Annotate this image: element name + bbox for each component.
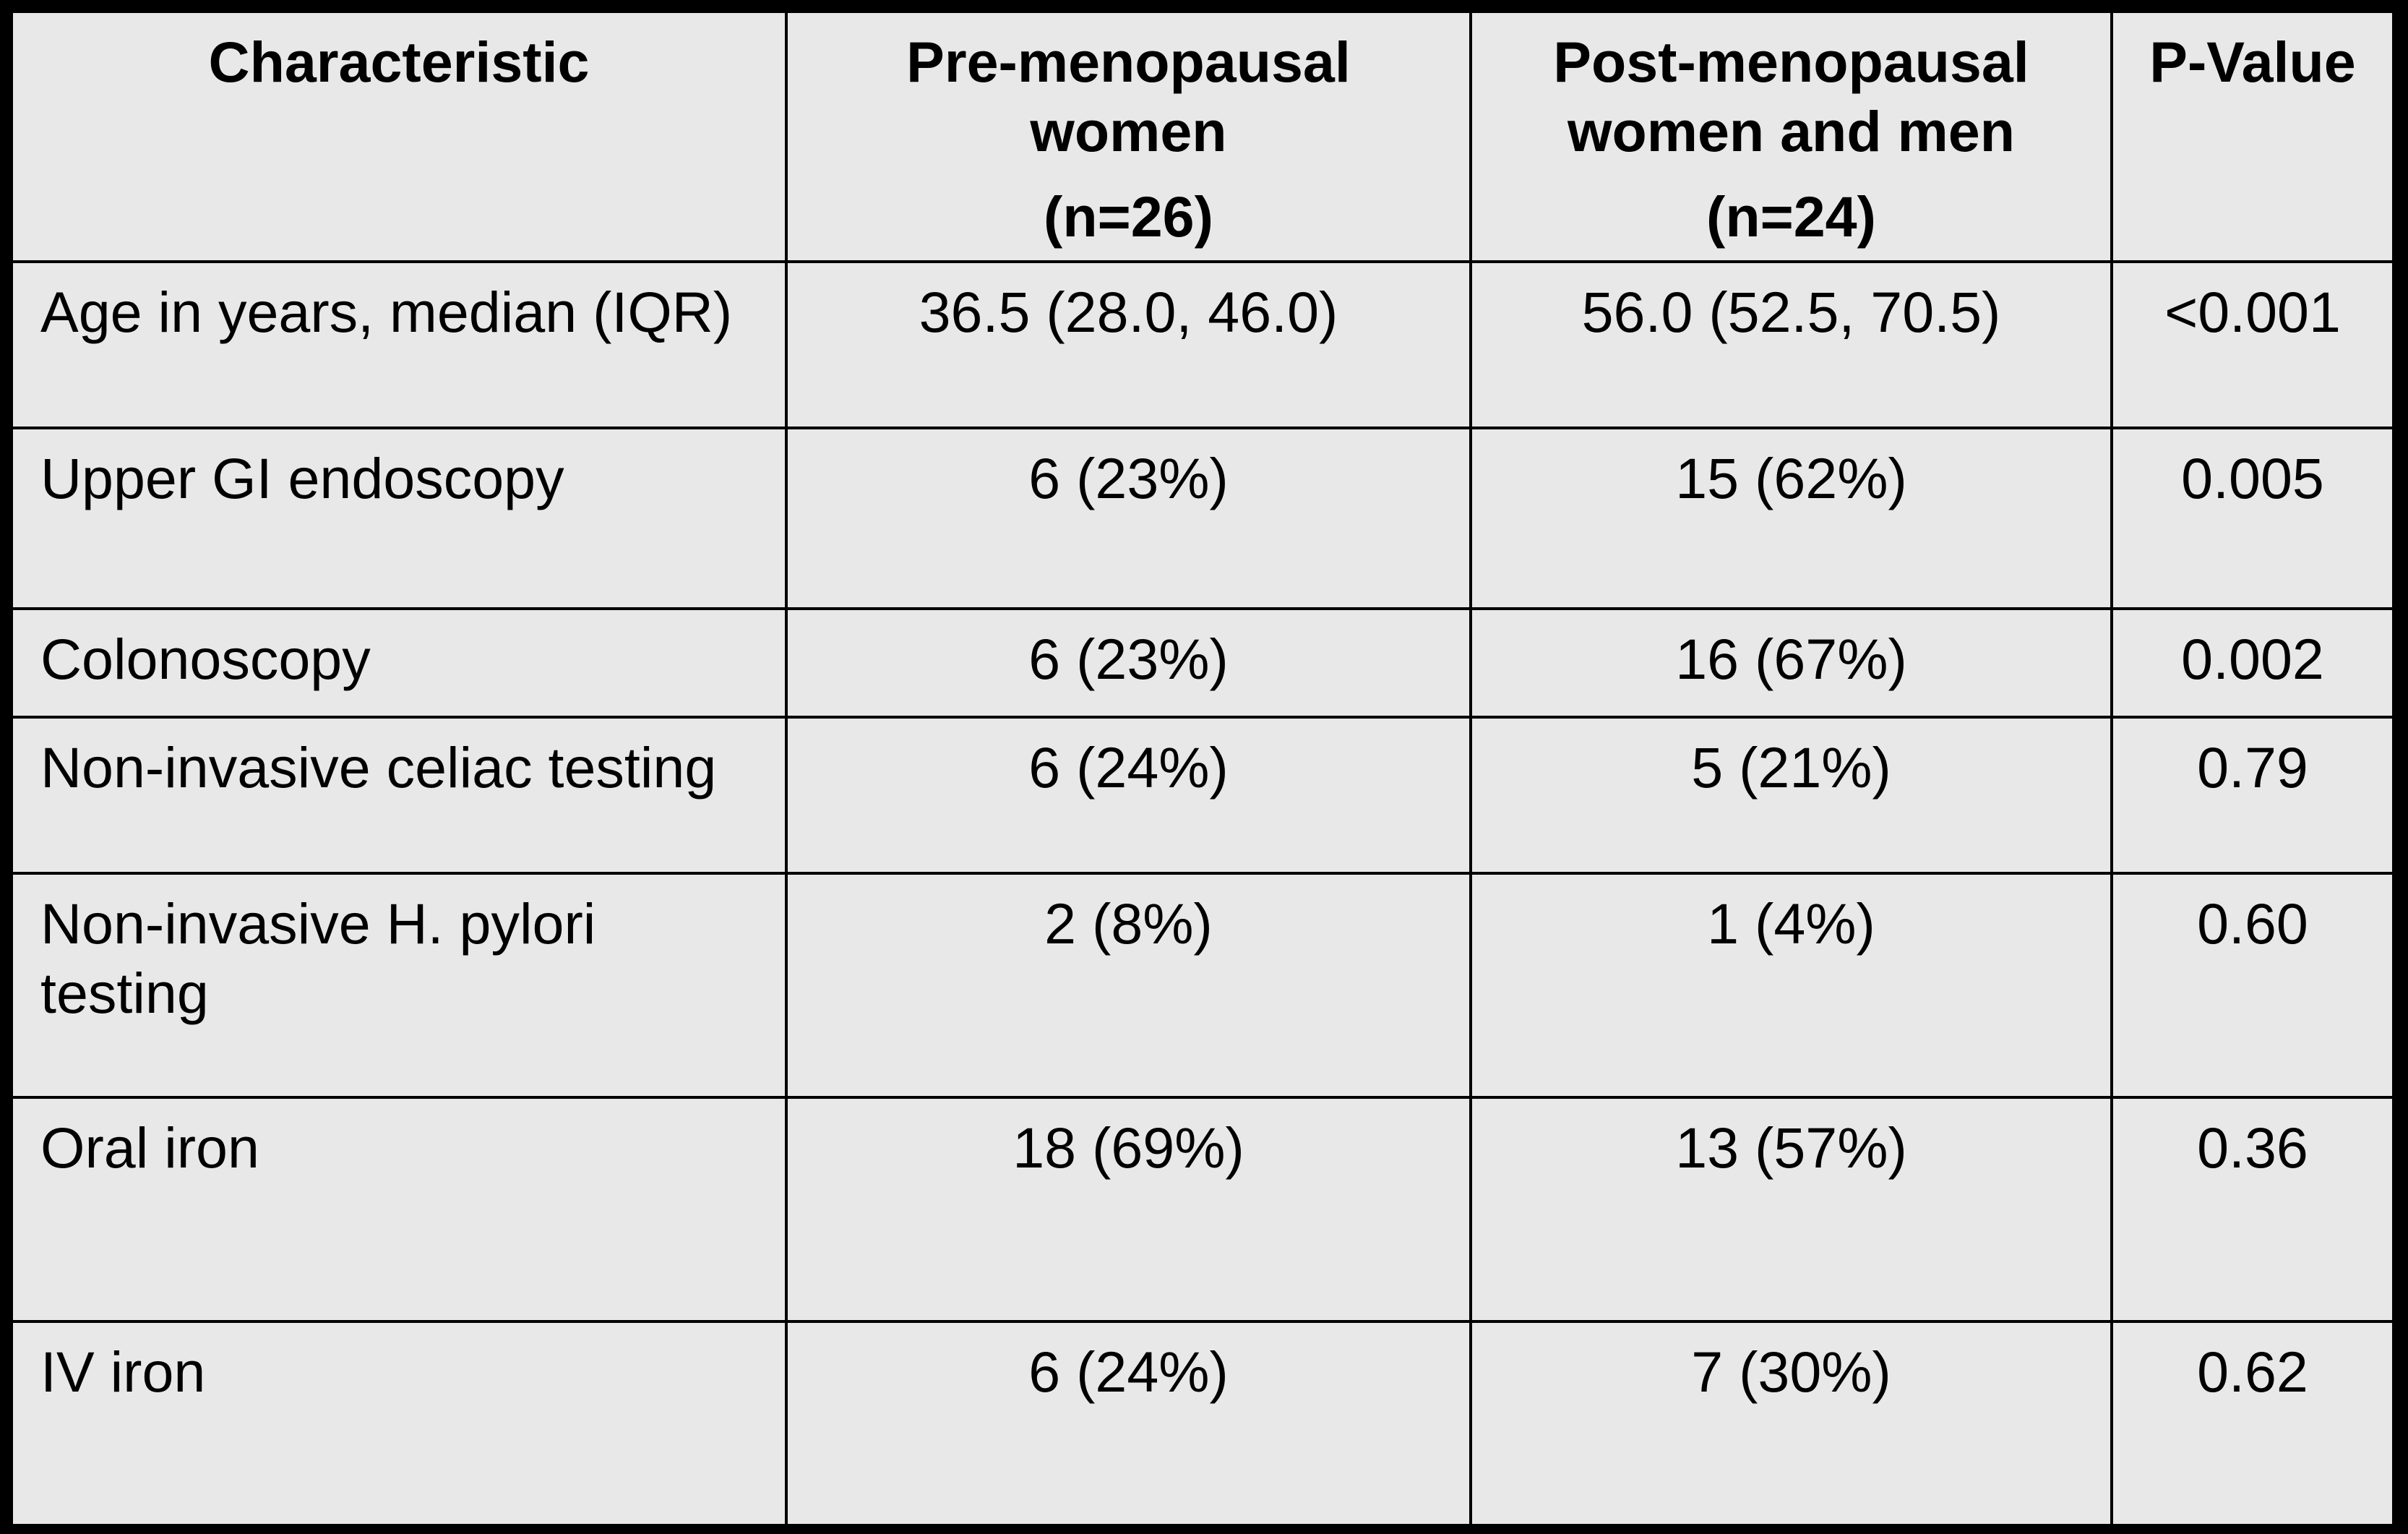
table-row: Colonoscopy 6 (23%) 16 (67%) 0.002 bbox=[10, 607, 2395, 719]
row-label: Colonoscopy bbox=[10, 607, 788, 719]
header-p-value: P-Value bbox=[2110, 10, 2395, 263]
post-menopausal-value: 15 (62%) bbox=[1469, 427, 2113, 610]
p-value: 0.62 bbox=[2110, 1320, 2395, 1527]
table-row: Non-invasive H. pylori testing 2 (8%) 1 … bbox=[10, 872, 2395, 1099]
header-characteristic-label: Characteristic bbox=[208, 30, 590, 94]
header-post-menopausal: Post-menopausal women and men (n=24) bbox=[1469, 10, 2113, 263]
row-label: Age in years, median (IQR) bbox=[10, 260, 788, 429]
pre-menopausal-value: 2 (8%) bbox=[785, 872, 1472, 1099]
p-value: <0.001 bbox=[2110, 260, 2395, 429]
p-value: 0.002 bbox=[2110, 607, 2395, 719]
header-pre-line2: women bbox=[1030, 99, 1227, 163]
pre-menopausal-value: 6 (23%) bbox=[785, 607, 1472, 719]
row-label: Non-invasive H. pylori testing bbox=[10, 872, 788, 1099]
pre-menopausal-value: 6 (23%) bbox=[785, 427, 1472, 610]
pre-menopausal-value: 6 (24%) bbox=[785, 716, 1472, 875]
p-value: 0.60 bbox=[2110, 872, 2395, 1099]
header-pre-menopausal: Pre-menopausal women (n=26) bbox=[785, 10, 1472, 263]
p-value: 0.36 bbox=[2110, 1096, 2395, 1323]
table-row: Non-invasive celiac testing 6 (24%) 5 (2… bbox=[10, 716, 2395, 875]
pre-menopausal-value: 36.5 (28.0, 46.0) bbox=[785, 260, 1472, 429]
row-label: Oral iron bbox=[10, 1096, 788, 1323]
header-post-line1: Post-menopausal bbox=[1553, 30, 2029, 94]
row-label: IV iron bbox=[10, 1320, 788, 1527]
row-label: Upper GI endoscopy bbox=[10, 427, 788, 610]
post-menopausal-value: 7 (30%) bbox=[1469, 1320, 2113, 1527]
header-post-line2: women and men bbox=[1568, 99, 2015, 163]
table-row: Upper GI endoscopy 6 (23%) 15 (62%) 0.00… bbox=[10, 427, 2395, 610]
header-p-value-label: P-Value bbox=[2149, 30, 2356, 94]
table-row: IV iron 6 (24%) 7 (30%) 0.62 bbox=[10, 1320, 2395, 1527]
post-menopausal-value: 1 (4%) bbox=[1469, 872, 2113, 1099]
post-menopausal-value: 5 (21%) bbox=[1469, 716, 2113, 875]
pre-menopausal-value: 6 (24%) bbox=[785, 1320, 1472, 1527]
row-label: Non-invasive celiac testing bbox=[10, 716, 788, 875]
p-value: 0.79 bbox=[2110, 716, 2395, 875]
table-row: Age in years, median (IQR) 36.5 (28.0, 4… bbox=[10, 260, 2395, 429]
table-header-row: Characteristic Pre-menopausal women (n=2… bbox=[10, 10, 2395, 263]
post-menopausal-value: 56.0 (52.5, 70.5) bbox=[1469, 260, 2113, 429]
header-characteristic: Characteristic bbox=[10, 10, 788, 263]
post-menopausal-value: 13 (57%) bbox=[1469, 1096, 2113, 1323]
pre-menopausal-value: 18 (69%) bbox=[785, 1096, 1472, 1323]
header-pre-line1: Pre-menopausal bbox=[906, 30, 1351, 94]
header-post-n: (n=24) bbox=[1706, 184, 1876, 249]
characteristics-table: Characteristic Pre-menopausal women (n=2… bbox=[10, 10, 2395, 1527]
post-menopausal-value: 16 (67%) bbox=[1469, 607, 2113, 719]
header-pre-n: (n=26) bbox=[1044, 184, 1213, 249]
p-value: 0.005 bbox=[2110, 427, 2395, 610]
table-row: Oral iron 18 (69%) 13 (57%) 0.36 bbox=[10, 1096, 2395, 1323]
